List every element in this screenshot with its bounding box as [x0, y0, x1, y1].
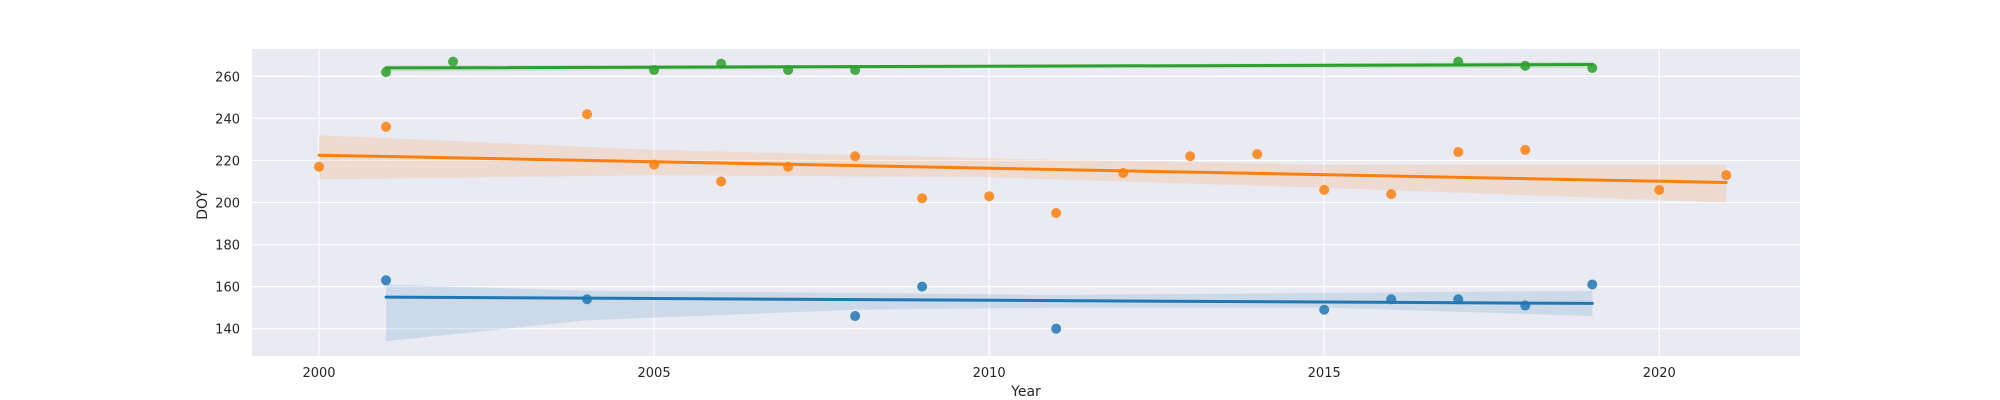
data-point: [314, 161, 325, 172]
data-point: [1386, 189, 1397, 200]
y-tick-labels: 140 160 180 200 220 240 260: [215, 70, 240, 337]
data-point: [917, 281, 928, 292]
data-point: [783, 65, 794, 76]
data-point: [1185, 151, 1196, 162]
data-point: [1453, 294, 1464, 305]
data-point: [381, 67, 392, 78]
data-point: [1118, 168, 1129, 179]
y-tick-label: 220: [215, 154, 240, 169]
data-point: [716, 58, 727, 69]
y-tick-label: 260: [215, 70, 240, 85]
data-point: [1252, 149, 1263, 160]
x-tick-label: 2000: [302, 366, 335, 381]
y-tick-label: 160: [215, 281, 240, 296]
data-point: [1319, 184, 1330, 195]
y-tick-label: 240: [215, 112, 240, 127]
x-tick-label: 2020: [1643, 366, 1676, 381]
data-point: [582, 294, 593, 305]
data-point: [1587, 279, 1598, 290]
data-point: [381, 275, 392, 286]
data-point: [448, 56, 459, 67]
data-point: [1453, 56, 1464, 67]
data-point: [1386, 294, 1397, 305]
data-point: [1453, 147, 1464, 158]
y-tick-label: 140: [215, 323, 240, 338]
data-point: [850, 311, 861, 322]
data-point: [716, 176, 727, 187]
data-point: [1319, 304, 1330, 315]
data-point: [582, 109, 593, 120]
grid: [252, 49, 1800, 356]
data-point: [1520, 300, 1531, 311]
x-tick-label: 2015: [1308, 366, 1341, 381]
data-point: [1654, 184, 1665, 195]
data-points: [314, 56, 1732, 334]
data-point: [783, 161, 794, 172]
x-tick-label: 2005: [638, 366, 671, 381]
regression-line-2: [384, 63, 1594, 70]
data-point: [1520, 60, 1531, 71]
data-point: [649, 159, 660, 170]
regression-line-1: [317, 153, 1728, 185]
data-point: [649, 65, 660, 76]
data-point: [1520, 144, 1531, 155]
data-point: [984, 191, 995, 202]
data-point: [917, 193, 928, 204]
data-point: [381, 121, 392, 132]
x-tick-labels: 2000 2005 2010 2015 2020: [302, 366, 1675, 381]
x-tick-label: 2010: [973, 366, 1006, 381]
data-point: [1051, 208, 1062, 219]
y-axis-label: DOY: [195, 190, 211, 220]
x-axis-label: Year: [1010, 384, 1041, 400]
data-point: [850, 65, 861, 76]
y-tick-label: 200: [215, 197, 240, 212]
data-point: [1587, 62, 1598, 73]
data-point: [1721, 170, 1732, 181]
y-tick-label: 180: [215, 239, 240, 254]
data-point: [1051, 323, 1062, 334]
data-point: [850, 151, 861, 162]
